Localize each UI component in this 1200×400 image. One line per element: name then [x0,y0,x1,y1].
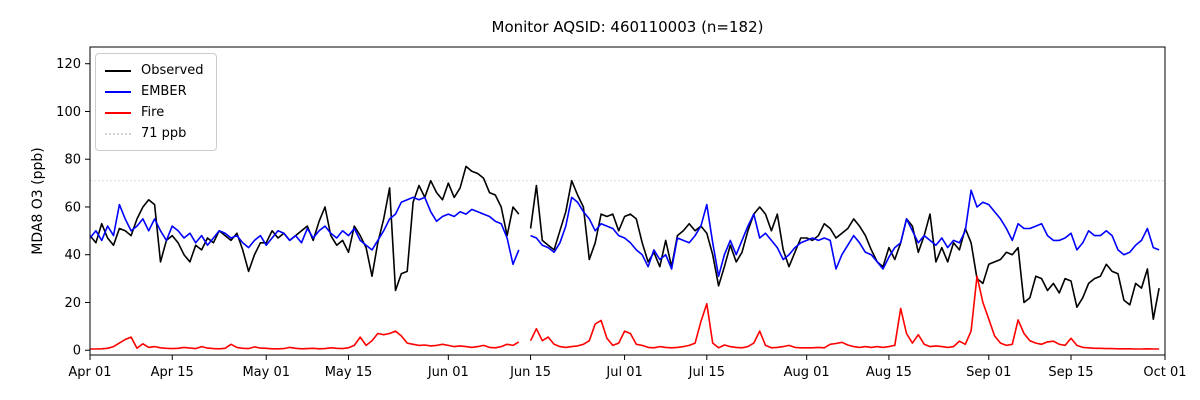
y-tick-label: 100 [56,105,81,120]
x-tick-label: Apr 01 [68,365,111,380]
x-tick-label: Aug 15 [866,365,912,380]
x-tick-label: Oct 01 [1143,365,1186,380]
x-tick-label: Jul 01 [605,365,642,380]
y-tick-label: 60 [64,200,81,215]
legend-row-observed: Observed [105,60,204,81]
y-tick-label: 0 [73,344,81,359]
x-tick-label: May 15 [325,365,373,380]
legend-label-threshold: 71 ppb [141,126,187,141]
x-tick-label: Sep 15 [1048,365,1093,380]
x-tick-label: Jun 01 [427,365,469,380]
ember-line-sample [105,90,131,93]
x-tick-label: Jul 15 [688,365,725,380]
x-tick-label: Jun 15 [509,365,551,380]
legend-label-fire: Fire [141,105,165,120]
legend-row-ember: EMBER [105,81,204,102]
y-tick-label: 40 [64,248,81,263]
axes-box [89,46,1166,356]
legend-label-observed: Observed [141,63,204,78]
y-tick-label: 80 [64,153,81,168]
ember-line [89,189,1160,277]
legend-box: Observed EMBER Fire 71 ppb [95,53,217,151]
x-tick-label: Aug 01 [784,365,830,380]
x-tick-label: Apr 15 [151,365,194,380]
y-tick-label: 20 [64,296,81,311]
legend-label-ember: EMBER [141,84,187,99]
threshold-line-sample [105,132,131,135]
x-tick-label: Sep 01 [966,365,1011,380]
observed-line [89,165,1160,320]
legend-row-fire: Fire [105,102,204,123]
observed-line-sample [105,69,131,72]
fire-line-sample [105,111,131,114]
fire-line [90,275,1160,350]
x-tick-label: May 01 [242,365,290,380]
legend-row-threshold: 71 ppb [105,123,204,144]
chart-title: Monitor AQSID: 460110003 (n=182) [491,18,764,36]
y-axis-label: MDA8 O3 (ppb) [30,147,46,255]
y-tick-label: 120 [56,57,81,72]
